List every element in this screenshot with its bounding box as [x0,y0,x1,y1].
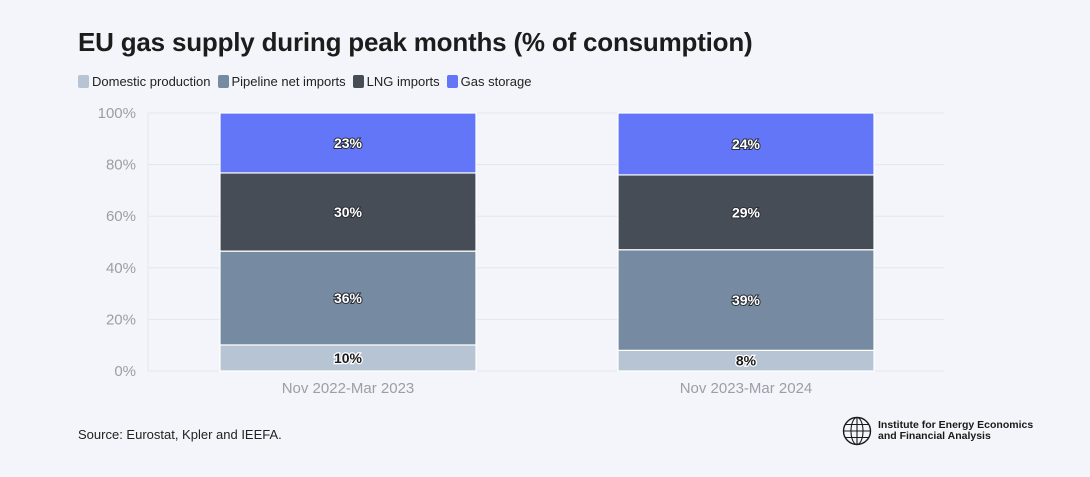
chart-title: EU gas supply during peak months (% of c… [78,27,753,57]
y-tick-label-3: 60% [106,208,136,225]
org-name: Institute for Energy Economics and Finan… [878,420,1033,442]
org-branding: Institute for Energy Economics and Finan… [842,416,1033,446]
bar-data-label-1-3: 24% [732,136,761,152]
org-name-line-1: Institute for Energy Economics [878,419,1034,431]
y-tick-label-2: 40% [106,260,136,277]
bar-data-label-0-3: 23% [334,135,363,151]
legend-label-domestic-production: Domestic production [92,74,211,89]
y-tick-label-5: 100% [98,105,136,122]
y-tick-label-1: 20% [106,311,136,328]
bar-segment-1-1 [617,249,875,351]
globe-logo-icon [842,416,872,446]
org-name-line-2: and Financial Analysis [878,430,991,442]
bar-data-label-0-2: 30% [334,204,363,220]
legend-swatch-pipeline-net-imports [217,75,229,88]
legend-item-lng-imports: LNG imports [352,74,440,89]
bar-data-label-1-0: 8% [736,353,757,369]
legend-label-pipeline-net-imports: Pipeline net imports [231,74,346,89]
y-tick-label-0: 0% [114,363,136,380]
legend-label-gas-storage: Gas storage [460,74,532,89]
source-note: Source: Eurostat, Kpler and IEEFA. [78,427,282,442]
legend-item-pipeline-net-imports: Pipeline net imports [217,74,346,89]
x-tick-label-1: Nov 2023-Mar 2024 [680,380,813,397]
legend-item-domestic-production: Domestic production [78,74,211,89]
x-tick-label-0: Nov 2022-Mar 2023 [282,380,415,397]
legend-item-gas-storage: Gas storage [446,74,532,89]
bar-data-label-1-2: 29% [732,204,761,220]
legend-swatch-domestic-production [78,75,89,88]
legend-swatch-lng-imports [352,75,364,88]
bar-segment-1-2 [617,174,875,251]
bar-data-label-0-0: 10% [334,350,363,366]
bar-segment-0-3 [219,112,477,174]
bar-segment-1-3 [617,112,875,176]
y-tick-label-4: 80% [106,157,136,174]
bar-data-label-1-1: 39% [732,292,761,308]
legend-label-lng-imports: LNG imports [366,74,440,89]
legend-swatch-gas-storage [446,75,458,88]
chart-legend: Domestic production Pipeline net imports… [78,74,538,89]
bar-data-label-0-1: 36% [334,290,363,306]
